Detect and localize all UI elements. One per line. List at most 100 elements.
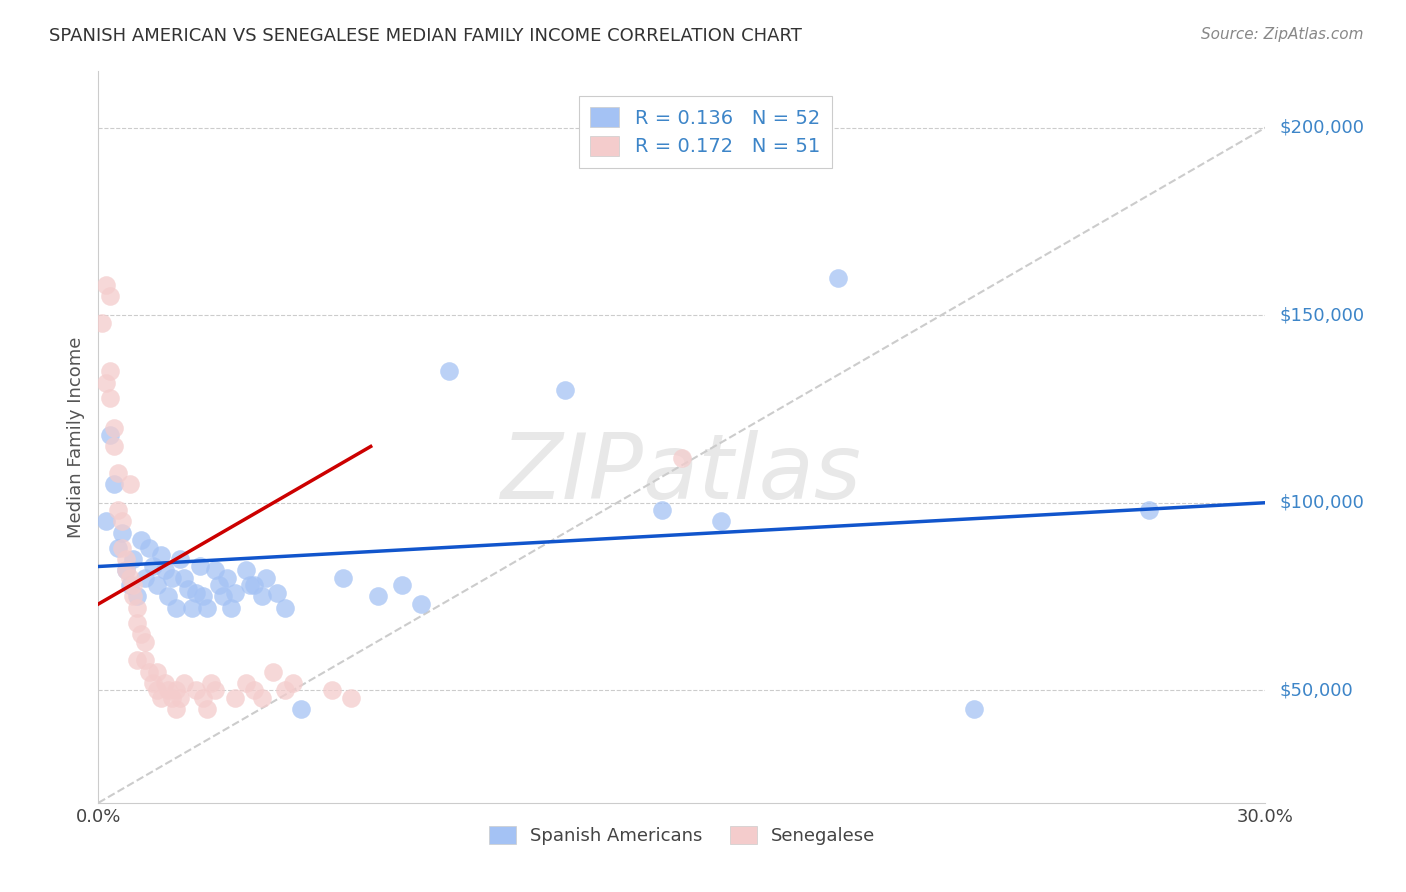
Point	[250, 590, 273, 604]
Text: $100,000: $100,000	[1279, 494, 1364, 512]
Point	[195, 702, 218, 716]
Legend: Spanish Americans, Senegalese: Spanish Americans, Senegalese	[481, 819, 883, 852]
Point	[239, 578, 262, 592]
Point	[204, 683, 226, 698]
Point	[165, 683, 187, 698]
Point	[200, 675, 222, 690]
Point	[134, 634, 156, 648]
Point	[96, 376, 118, 390]
Point	[367, 590, 389, 604]
Point	[411, 597, 433, 611]
Point	[142, 559, 165, 574]
Point	[332, 571, 354, 585]
Point	[554, 383, 576, 397]
Point	[321, 683, 343, 698]
Point	[193, 590, 215, 604]
Point	[146, 665, 169, 679]
Point	[165, 702, 187, 716]
Text: $200,000: $200,000	[1279, 119, 1364, 136]
Point	[127, 615, 149, 630]
Point	[188, 559, 211, 574]
Point	[129, 533, 152, 548]
Point	[180, 600, 202, 615]
Point	[177, 582, 200, 596]
Point	[118, 578, 141, 592]
Point	[91, 316, 114, 330]
Point	[169, 552, 191, 566]
Point	[243, 683, 266, 698]
Point	[162, 690, 184, 705]
Point	[224, 690, 246, 705]
Point	[114, 563, 136, 577]
Point	[274, 600, 297, 615]
Text: $150,000: $150,000	[1279, 306, 1364, 324]
Point	[103, 440, 125, 454]
Point	[195, 600, 218, 615]
Point	[173, 675, 195, 690]
Point	[98, 289, 121, 303]
Point	[274, 683, 297, 698]
Point	[962, 702, 984, 716]
Text: SPANISH AMERICAN VS SENEGALESE MEDIAN FAMILY INCOME CORRELATION CHART: SPANISH AMERICAN VS SENEGALESE MEDIAN FA…	[49, 27, 801, 45]
Point	[103, 420, 125, 434]
Point	[111, 515, 134, 529]
Point	[127, 590, 149, 604]
Point	[107, 466, 129, 480]
Point	[98, 364, 121, 378]
Point	[111, 525, 134, 540]
Point	[127, 600, 149, 615]
Point	[671, 450, 693, 465]
Point	[157, 590, 180, 604]
Point	[212, 590, 235, 604]
Point	[153, 563, 176, 577]
Point	[96, 278, 118, 293]
Text: $50,000: $50,000	[1279, 681, 1353, 699]
Point	[153, 675, 176, 690]
Point	[157, 683, 180, 698]
Point	[118, 571, 141, 585]
Point	[219, 600, 242, 615]
Point	[111, 541, 134, 555]
Point	[169, 690, 191, 705]
Point	[165, 600, 187, 615]
Point	[122, 590, 145, 604]
Point	[98, 428, 121, 442]
Point	[208, 578, 231, 592]
Point	[437, 364, 460, 378]
Point	[266, 586, 288, 600]
Point	[146, 683, 169, 698]
Point	[173, 571, 195, 585]
Point	[146, 578, 169, 592]
Point	[134, 571, 156, 585]
Point	[127, 653, 149, 667]
Point	[193, 690, 215, 705]
Point	[710, 515, 733, 529]
Point	[651, 503, 673, 517]
Point	[96, 515, 118, 529]
Point	[250, 690, 273, 705]
Point	[138, 665, 160, 679]
Point	[114, 552, 136, 566]
Point	[103, 477, 125, 491]
Point	[114, 563, 136, 577]
Point	[254, 571, 277, 585]
Point	[290, 702, 312, 716]
Point	[134, 653, 156, 667]
Point	[215, 571, 238, 585]
Point	[184, 683, 207, 698]
Point	[142, 675, 165, 690]
Point	[138, 541, 160, 555]
Point	[391, 578, 413, 592]
Point	[204, 563, 226, 577]
Point	[162, 571, 184, 585]
Point	[827, 270, 849, 285]
Text: ZIPatlas: ZIPatlas	[502, 430, 862, 517]
Point	[129, 627, 152, 641]
Point	[184, 586, 207, 600]
Point	[98, 391, 121, 405]
Point	[122, 578, 145, 592]
Point	[107, 503, 129, 517]
Text: Source: ZipAtlas.com: Source: ZipAtlas.com	[1201, 27, 1364, 42]
Point	[149, 690, 172, 705]
Point	[107, 541, 129, 555]
